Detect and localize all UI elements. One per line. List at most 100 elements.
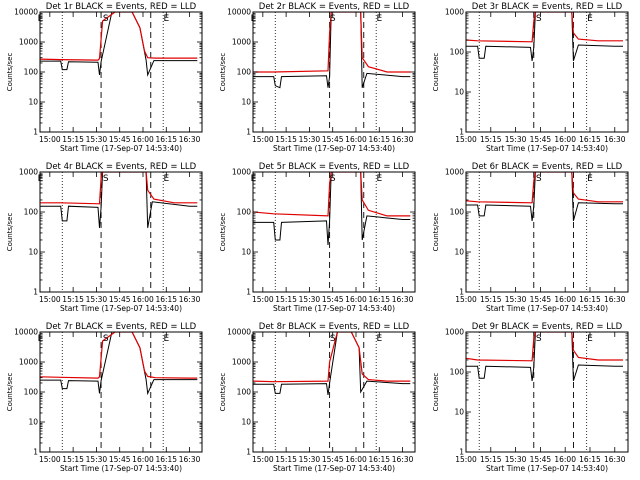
chart-title: Det 2r BLACK = Events, RED = LLD xyxy=(259,2,410,12)
x-tick-label: 16:30 xyxy=(604,455,626,464)
x-tick-label: 15:15 xyxy=(480,135,502,144)
plot-frame xyxy=(39,11,203,133)
x-axis-label: Start Time (17-Sep-07 14:53:40) xyxy=(486,304,608,313)
x-tick-label: 16:00 xyxy=(554,295,576,304)
x-tick-label: 16:00 xyxy=(132,135,154,144)
y-tick-label: 100 xyxy=(24,208,39,217)
y-tick-label: 100 xyxy=(237,68,252,77)
x-tick-label: 15:30 xyxy=(505,295,527,304)
x-tick-label: 16:00 xyxy=(554,455,576,464)
y-tick-label: 1000 xyxy=(232,168,251,177)
event-marker-label: S xyxy=(536,334,542,344)
x-tick-label: 15:45 xyxy=(322,295,344,304)
chart-panel-7: Det 7r BLACK = Events, RED = LLD 1 10 100 10… xyxy=(6,322,203,473)
y-tick-label: 10 xyxy=(241,98,251,107)
series-lld-line xyxy=(466,172,623,204)
x-tick-label: 15:30 xyxy=(299,295,321,304)
chart-panel-6: Det 6r BLACK = Events, RED = LLD 1 10 100 10… xyxy=(432,162,629,313)
x-tick-label: 16:00 xyxy=(554,135,576,144)
x-tick-label: 16:30 xyxy=(392,135,414,144)
chart-panel-2: Det 2r BLACK = Events, RED = LLD 1 10 100 10… xyxy=(219,2,416,153)
y-tick-label: 1000 xyxy=(445,8,464,17)
x-tick-label: 16:30 xyxy=(604,135,626,144)
y-axis-label: Counts/sec xyxy=(432,213,440,252)
series-events-line xyxy=(466,12,623,62)
y-tick-label: 1000 xyxy=(19,38,38,47)
x-axis-label: Start Time (17-Sep-07 14:53:40) xyxy=(60,464,182,473)
x-tick-label: 15:15 xyxy=(275,135,297,144)
x-tick-label: 16:00 xyxy=(345,455,367,464)
plot-frame xyxy=(252,171,416,293)
x-tick-label: 16:30 xyxy=(392,455,414,464)
x-tick-label: 15:15 xyxy=(480,295,502,304)
series-events-line xyxy=(253,12,411,89)
x-tick-label: 16:15 xyxy=(368,295,390,304)
x-tick-label: 16:30 xyxy=(179,135,201,144)
plot-frame xyxy=(465,331,629,453)
x-tick-label: 16:30 xyxy=(392,295,414,304)
chart-panel-9: Det 9r BLACK = Events, RED = LLD 1 10 100 10… xyxy=(432,322,629,473)
event-marker-label: E xyxy=(38,14,44,24)
chart-title: Det 8r BLACK = Events, RED = LLD xyxy=(259,322,410,332)
x-tick-label: 15:00 xyxy=(455,295,477,304)
x-tick-label: 15:00 xyxy=(39,455,61,464)
y-tick-label: 10 xyxy=(28,248,38,257)
y-tick-label: 1000 xyxy=(445,168,464,177)
series-events-line xyxy=(40,332,198,396)
event-marker-label: S xyxy=(330,334,336,344)
event-marker-label: S xyxy=(330,14,336,24)
x-tick-label: 16:15 xyxy=(155,135,177,144)
event-marker-label: E xyxy=(587,334,593,344)
y-tick-label: 1000 xyxy=(445,328,464,337)
y-tick-label: 100 xyxy=(450,368,465,377)
x-tick-label: 15:45 xyxy=(109,135,131,144)
event-marker-label: E xyxy=(587,14,593,24)
chart-panel-5: Det 5r BLACK = Events, RED = LLD 1 10 100 10… xyxy=(219,162,416,313)
event-marker-label: E xyxy=(251,334,257,344)
x-axis-label: Start Time (17-Sep-07 14:53:40) xyxy=(273,464,395,473)
y-tick-label: 10 xyxy=(28,98,38,107)
x-tick-label: 16:00 xyxy=(345,135,367,144)
x-tick-label: 16:15 xyxy=(155,455,177,464)
y-axis-label: Counts/sec xyxy=(219,213,227,252)
x-tick-label: 16:00 xyxy=(132,455,154,464)
event-marker-label: E xyxy=(38,334,44,344)
event-marker-label: S xyxy=(103,14,109,24)
series-lld-line xyxy=(40,332,198,379)
y-axis-label: Counts/sec xyxy=(432,373,440,412)
y-tick-label: 1 xyxy=(459,448,464,457)
x-tick-label: 15:45 xyxy=(322,135,344,144)
series-events-line xyxy=(466,332,623,382)
y-tick-label: 1 xyxy=(459,128,464,137)
y-tick-label: 1 xyxy=(246,288,251,297)
event-marker-label: E xyxy=(251,14,257,24)
chart-title: Det 3r BLACK = Events, RED = LLD xyxy=(472,2,623,12)
y-axis-label: Counts/sec xyxy=(219,53,227,92)
x-axis-label: Start Time (17-Sep-07 14:53:40) xyxy=(273,304,395,313)
chart-title: Det 7r BLACK = Events, RED = LLD xyxy=(46,322,197,332)
event-marker-label: E xyxy=(376,14,382,24)
x-tick-label: 16:15 xyxy=(579,135,601,144)
event-marker-label: E xyxy=(376,334,382,344)
x-tick-label: 15:15 xyxy=(275,455,297,464)
series-lld-line xyxy=(40,172,198,205)
series-lld-line xyxy=(466,332,623,362)
x-tick-label: 16:15 xyxy=(579,295,601,304)
plot-frame xyxy=(39,331,203,453)
x-tick-label: 15:00 xyxy=(39,135,61,144)
x-axis-label: Start Time (17-Sep-07 14:53:40) xyxy=(273,144,395,153)
series-events-line xyxy=(40,172,198,228)
x-tick-label: 15:00 xyxy=(39,295,61,304)
y-tick-label: 1 xyxy=(459,288,464,297)
x-tick-label: 15:45 xyxy=(322,455,344,464)
y-tick-label: 100 xyxy=(24,68,39,77)
event-marker-label: S xyxy=(536,174,542,184)
y-tick-label: 10000 xyxy=(14,328,38,337)
x-tick-label: 15:45 xyxy=(530,295,552,304)
x-tick-label: 15:15 xyxy=(62,455,84,464)
y-tick-label: 10000 xyxy=(227,8,251,17)
event-marker-label: S xyxy=(330,174,336,184)
x-axis-label: Start Time (17-Sep-07 14:53:40) xyxy=(486,144,608,153)
chart-panel-4: Det 4r BLACK = Events, RED = LLD 1 10 100 10… xyxy=(6,162,203,313)
x-tick-label: 15:15 xyxy=(62,135,84,144)
